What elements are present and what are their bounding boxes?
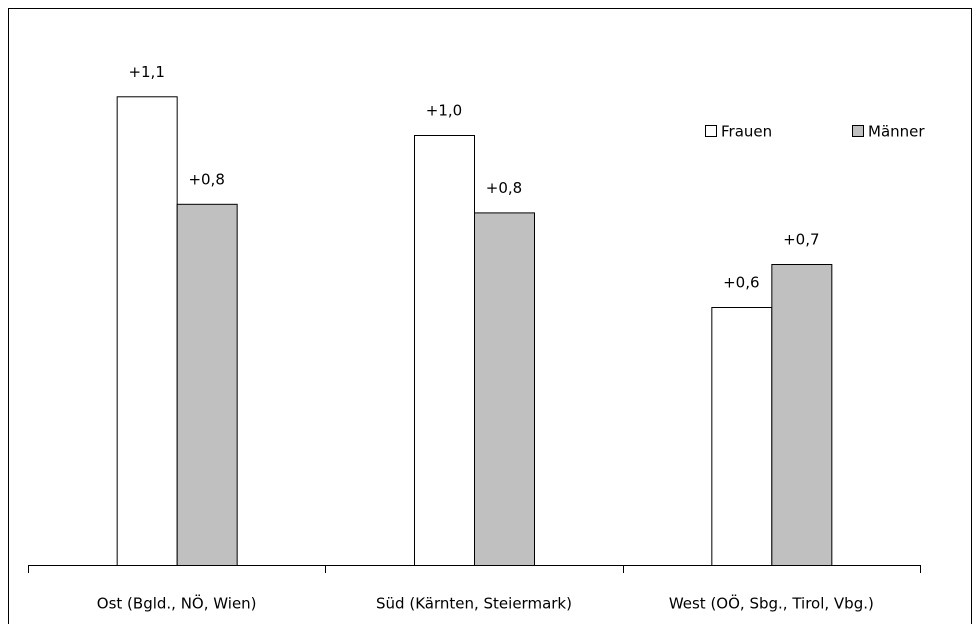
bar (771, 264, 833, 566)
bar (474, 212, 535, 566)
legend-swatch (705, 125, 717, 137)
data-label: +0,8 (188, 170, 224, 188)
x-tick-label: Süd (Kärnten, Steiermark) (376, 595, 572, 613)
bar (116, 96, 178, 567)
data-label: +0,7 (783, 231, 819, 249)
data-label: +0,6 (723, 274, 759, 292)
bar (414, 135, 475, 566)
bar (176, 203, 238, 567)
legend-swatch (852, 125, 864, 137)
x-tick-label: Ost (Bgld., NÖ, Wien) (97, 594, 257, 613)
legend-label: Männer (868, 123, 925, 141)
x-tick-label: West (OÖ, Sbg., Tirol, Vbg.) (669, 594, 874, 613)
data-label: +1,0 (426, 102, 462, 120)
data-label: +0,8 (486, 179, 522, 197)
bar (711, 307, 773, 566)
data-label: +1,1 (128, 63, 164, 81)
legend-label: Frauen (721, 123, 772, 141)
